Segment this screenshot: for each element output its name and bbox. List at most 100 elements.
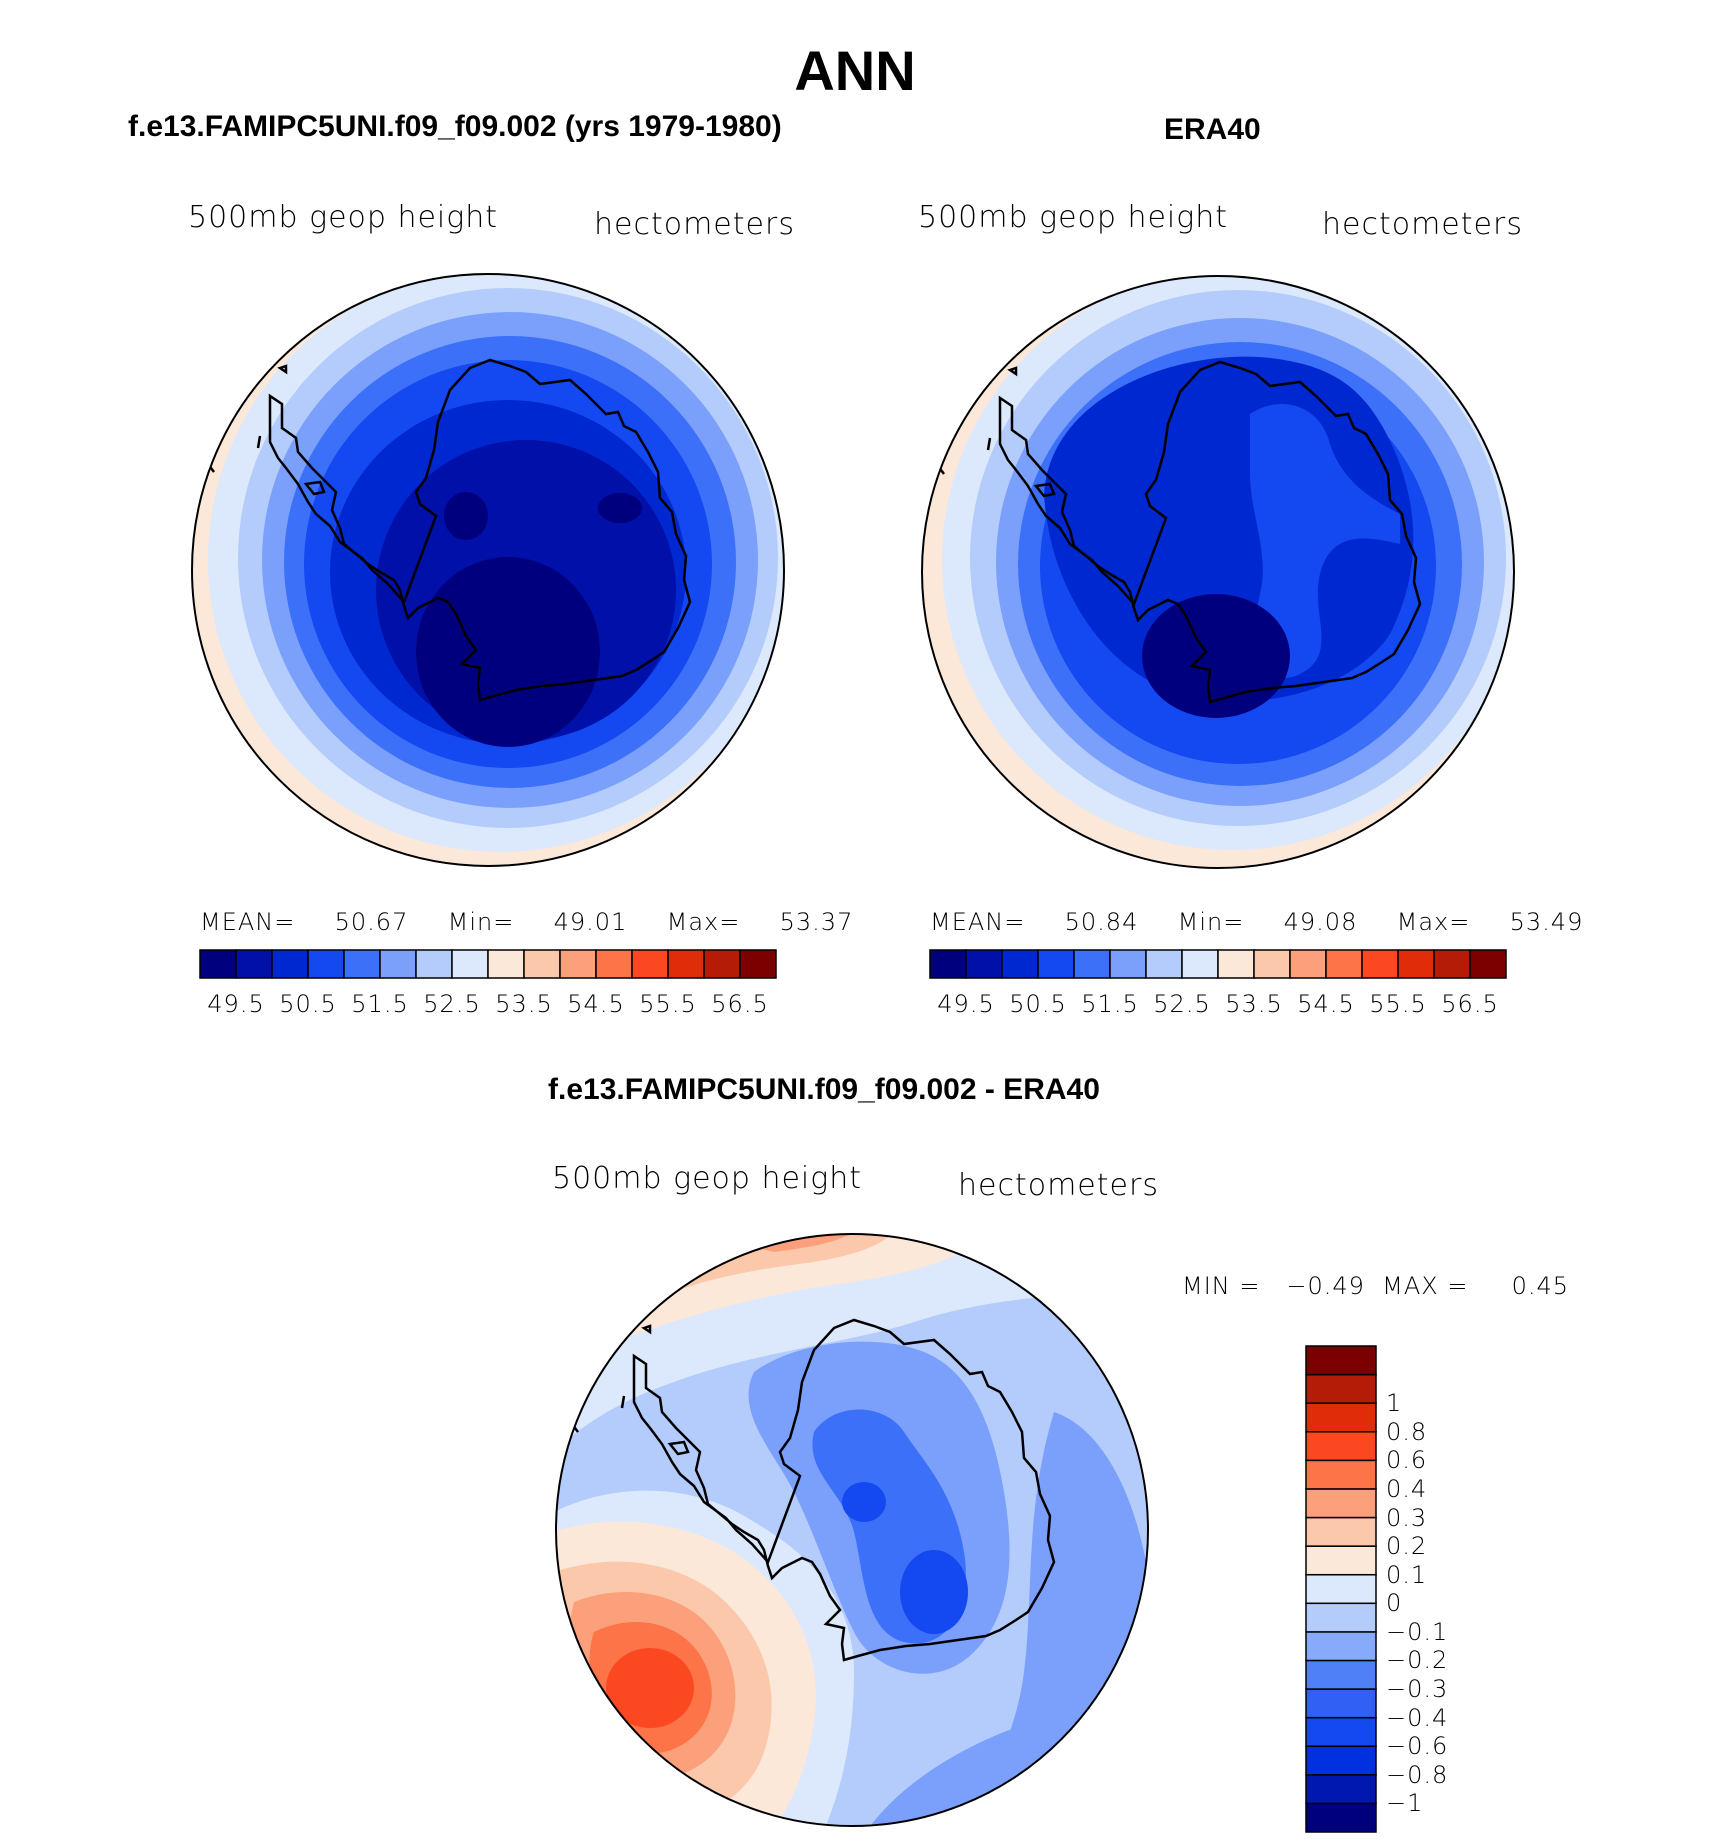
panel-1-mean-label: MEAN= [200, 908, 296, 936]
colorbar-tick-label: 52.5 [423, 990, 481, 1018]
panel-2-units-label: hectometers [1322, 207, 1523, 242]
panel-3-units-label: hectometers [958, 1168, 1159, 1203]
colorbar-label: −0.8 [1386, 1760, 1449, 1789]
colorbar-tick-label: 51.5 [351, 990, 409, 1018]
colorbar-swatch [271, 949, 309, 979]
colorbar-swatch [667, 949, 705, 979]
colorbar-swatch [703, 949, 741, 979]
colorbar-swatch [1305, 1345, 1377, 1376]
panel-2-variable-label: 500mb geop height [918, 200, 1229, 235]
colorbar-swatch [487, 949, 525, 979]
colorbar-swatch [1305, 1373, 1377, 1404]
colorbar-swatch [1305, 1745, 1377, 1776]
colorbar-label: 0.2 [1386, 1532, 1428, 1561]
colorbar-swatch [1305, 1716, 1377, 1747]
colorbar-swatch [1289, 949, 1327, 979]
colorbar-swatch [1469, 949, 1507, 979]
colorbar-swatch [559, 949, 597, 979]
colorbar-swatch [1305, 1516, 1377, 1547]
colorbar-swatch [929, 949, 967, 979]
colorbar-tick-label: 55.5 [639, 990, 697, 1018]
figure-title: ANN [794, 39, 916, 102]
panel-2-min-value: 49.08 [1283, 908, 1358, 936]
colorbar-swatch [1217, 949, 1255, 979]
colorbar-label: −1 [1386, 1789, 1424, 1818]
colorbar-swatch [1397, 949, 1435, 979]
colorbar-swatch [1325, 949, 1363, 979]
colorbar-swatch [1037, 949, 1075, 979]
colorbar-swatch [1305, 1774, 1377, 1805]
colorbar-swatch [1305, 1431, 1377, 1462]
map-boundary [191, 273, 785, 867]
panel-3-min-max: MIN = −0.49 MAX = 0.45 [1182, 1272, 1570, 1300]
colorbar-label: −0.2 [1386, 1646, 1449, 1675]
colorbar-tick-label: 54.5 [567, 990, 625, 1018]
colorbar-swatch [1073, 949, 1111, 979]
colorbar-label: −0.1 [1386, 1617, 1449, 1646]
colorbar-swatch [1433, 949, 1471, 979]
panel-1-max-value: 53.37 [779, 908, 854, 936]
panel-1-colorbar-ticks: 49.5 50.5 51.5 52.5 53.5 54.5 55.5 56.5 [200, 990, 776, 1020]
colorbar-swatch [965, 949, 1003, 979]
colorbar-label: 0.3 [1386, 1503, 1428, 1532]
colorbar-tick-label: 55.5 [1369, 990, 1427, 1018]
panel-3-colorbar-labels: −1 −0.8 −0.6 −0.4 −0.3 −0.2 −0.1 0 0.1 0.2 0.3 0.4 0… [1386, 1346, 1506, 1832]
panel-2-colorbar [929, 949, 1507, 979]
colorbar-swatch [379, 949, 417, 979]
colorbar-tick-label: 56.5 [1441, 990, 1499, 1018]
contour-fill [598, 493, 642, 523]
colorbar-swatch [1361, 949, 1399, 979]
colorbar-swatch [631, 949, 669, 979]
colorbar-tick-label: 50.5 [1009, 990, 1067, 1018]
colorbar-tick-label: 52.5 [1153, 990, 1211, 1018]
colorbar-swatch [1305, 1631, 1377, 1662]
panel-2-min-label: Min= [1177, 908, 1245, 936]
map-boundary [555, 1233, 1149, 1827]
colorbar-swatch [1305, 1802, 1377, 1833]
panel-1-max-label: Max= [666, 908, 741, 936]
colorbar-tick-label: 51.5 [1081, 990, 1139, 1018]
colorbar-swatch [739, 949, 777, 979]
colorbar-swatch [199, 949, 237, 979]
colorbar-label: 0.6 [1386, 1446, 1428, 1475]
panel-1-map [191, 273, 785, 867]
colorbar-label: −0.6 [1386, 1732, 1449, 1761]
map-boundary [921, 275, 1515, 869]
panel-1-title: f.e13.FAMIPC5UNI.f09_f09.002 (yrs 1979-1… [128, 110, 782, 143]
panel-1-units-label: hectometers [594, 207, 795, 242]
panel-2-max-label: Max= [1396, 908, 1471, 936]
colorbar-tick-label: 56.5 [711, 990, 769, 1018]
colorbar-tick-label: 50.5 [279, 990, 337, 1018]
panel-2-max-value: 53.49 [1509, 908, 1584, 936]
panel-1-mean-value: 50.67 [334, 908, 409, 936]
panel-3-colorbar [1305, 1345, 1377, 1833]
colorbar-swatch [595, 949, 633, 979]
panel-3-variable-label: 500mb geop height [552, 1161, 863, 1196]
colorbar-tick-label: 49.5 [937, 990, 995, 1018]
colorbar-swatch [1305, 1545, 1377, 1576]
colorbar-swatch [1253, 949, 1291, 979]
panel-1-min-label: Min= [447, 908, 515, 936]
panel-1-colorbar [199, 949, 777, 979]
panel-1-min-value: 49.01 [553, 908, 628, 936]
colorbar-tick-label: 53.5 [495, 990, 553, 1018]
colorbar-swatch [343, 949, 381, 979]
colorbar-swatch [1181, 949, 1219, 979]
colorbar-label: 0.4 [1386, 1474, 1428, 1503]
colorbar-swatch [1305, 1688, 1377, 1719]
contour-fill [900, 1550, 968, 1634]
panel-2-mean-label: MEAN= [930, 908, 1026, 936]
colorbar-tick-label: 53.5 [1225, 990, 1283, 1018]
panel-2-colorbar-ticks: 49.5 50.5 51.5 52.5 53.5 54.5 55.5 56.5 [930, 990, 1506, 1020]
colorbar-swatch [451, 949, 489, 979]
colorbar-swatch [1305, 1573, 1377, 1605]
colorbar-swatch [1001, 949, 1039, 979]
colorbar-label: 0.8 [1386, 1417, 1428, 1446]
panel-1-variable-label: 500mb geop height [188, 200, 499, 235]
colorbar-swatch [307, 949, 345, 979]
colorbar-label: −0.4 [1386, 1703, 1449, 1732]
contour-fill [416, 557, 600, 747]
colorbar-swatch [1305, 1602, 1377, 1633]
colorbar-tick-label: 54.5 [1297, 990, 1355, 1018]
contour-fill [606, 1648, 694, 1728]
